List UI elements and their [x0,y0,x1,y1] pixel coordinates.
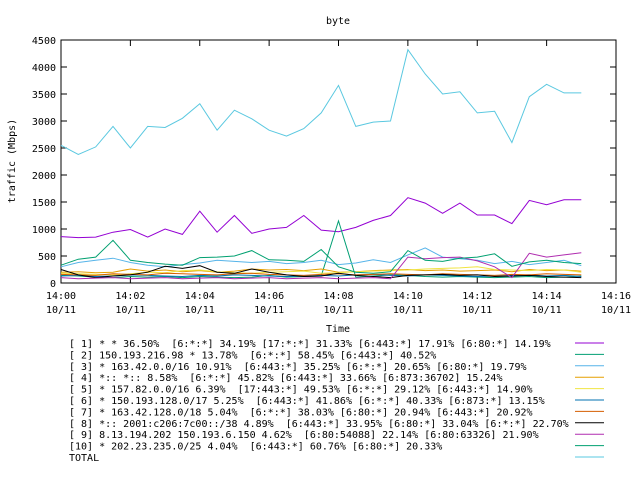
x-tick-date-label: 10/11 [115,305,145,316]
legend-label: [ 6] * 150.193.128.0/17 5.25% [6:443:*] … [69,396,545,407]
y-tick-label: 4500 [32,36,56,47]
y-tick-label: 500 [38,252,56,263]
y-axis-label: traffic (Mbps) [7,119,18,203]
x-tick-date-label: 10/11 [393,305,423,316]
x-tick-date-label: 10/11 [254,305,284,316]
series-line-3 [60,247,582,268]
y-tick-label: 2000 [32,171,56,182]
x-tick-date-label: 10/11 [323,305,353,316]
x-tick-time-label: 14:04 [185,291,215,302]
x-tick-date-label: 10/11 [185,305,215,316]
x-tick-time-label: 14:16 [601,291,631,302]
legend-label: [ 7] * 163.42.128.0/18 5.04% [6:*:*] 38.… [69,407,533,418]
y-tick-label: 1500 [32,198,56,209]
legend-label: TOTAL [69,453,99,464]
plot-area [60,39,617,284]
y-tick-label: 0 [50,279,56,290]
series-line-11 [60,48,582,156]
plot-border [60,39,617,284]
x-tick-date-label: 10/11 [601,305,631,316]
legend-label: [ 2] 150.193.216.98 * 13.78% [6:*:*] 58.… [69,350,436,361]
legend: [ 1] * * 36.50% [6:*:*] 34.19% [17:*:*] … [69,339,604,464]
y-tick-label: 4000 [32,63,56,74]
x-tick-time-label: 14:12 [462,291,492,302]
legend-label: [10] * 202.23.235.0/25 4.04% [6:443:*] 6… [69,442,442,453]
x-tick-date-label: 10/11 [46,305,76,316]
series-line-8 [60,265,582,279]
series-line-1 [60,197,582,239]
chart-title: byte [326,16,350,27]
x-tick-time-label: 14:00 [46,291,76,302]
legend-label: [ 5] * 157.82.0.0/16 6.39% [17:443:*] 49… [69,385,533,396]
legend-label: [ 4] *:: *:: 8.58% [6:*:*] 45.82% [6:443… [69,373,502,384]
legend-label: [ 9] 8.13.194.202 150.193.6.150 4.62% [6… [69,430,539,441]
x-tick-date-label: 10/11 [462,305,492,316]
series-lines [60,48,582,280]
legend-label: [ 8] *:: 2001:c206:7c00::/38 4.89% [6:44… [69,419,569,430]
x-tick-time-label: 14:06 [254,291,284,302]
x-tick-time-label: 14:08 [323,291,353,302]
legend-label: [ 3] * 163.42.0.0/16 10.91% [6:443:*] 35… [69,362,527,373]
x-axis: 14:00 10/11 14:02 10/11 14:04 10/11 14:06 10/11… [46,40,631,316]
series-line-10 [60,239,582,274]
x-tick-time-label: 14:02 [115,291,145,302]
x-tick-time-label: 14:10 [393,291,423,302]
series-line-7 [60,272,582,276]
x-tick-date-label: 10/11 [532,305,562,316]
y-tick-label: 3000 [32,117,56,128]
y-tick-label: 3500 [32,90,56,101]
legend-label: [ 1] * * 36.50% [6:*:*] 34.19% [17:*:*] … [69,339,551,350]
x-tick-time-label: 14:14 [532,291,562,302]
x-axis-label: Time [326,324,350,335]
series-line-9 [60,252,582,280]
y-tick-label: 1000 [32,225,56,236]
y-tick-label: 2500 [32,144,56,155]
